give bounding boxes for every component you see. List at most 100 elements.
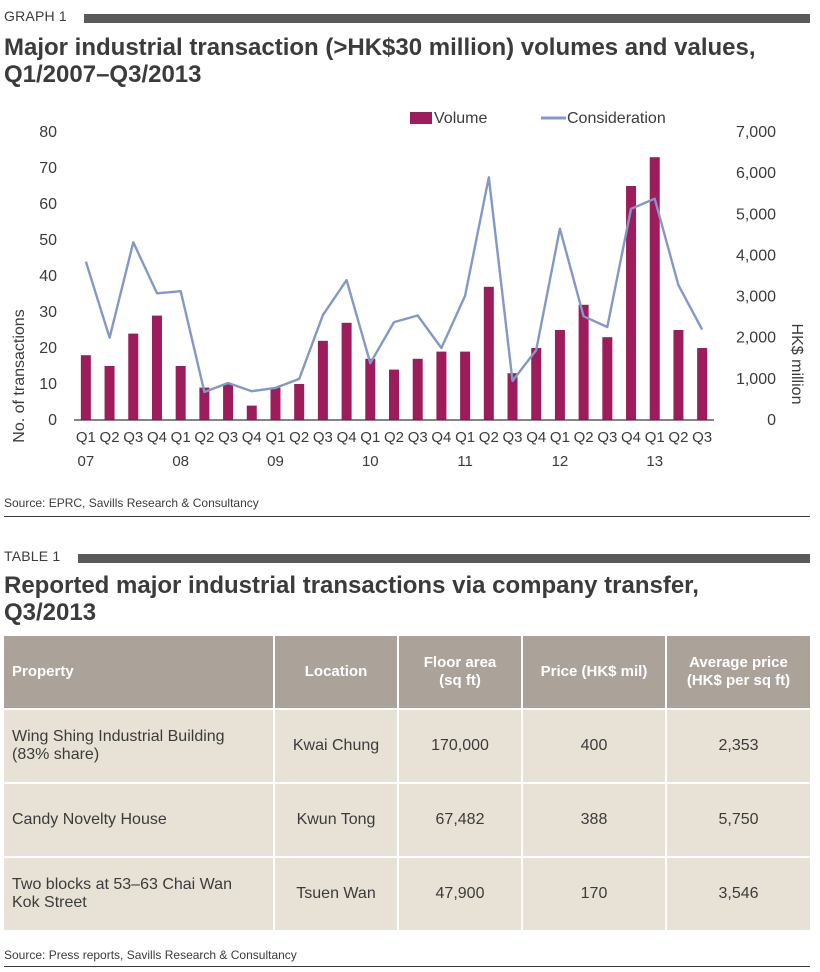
graph-bottom-rule [4, 516, 810, 517]
x-tick-label: Q1 [455, 429, 475, 446]
y-tick-label: 40 [39, 268, 57, 285]
volume-bar [673, 330, 684, 420]
x-tick-label: Q3 [408, 429, 428, 446]
cell-property: Two blocks at 53–63 Chai Wan Kok Street [4, 856, 275, 930]
x-tick-label: Q4 [242, 429, 262, 446]
header-floor-area: Floor area (sq ft) [398, 636, 523, 709]
property-line2: (83% share) [12, 746, 100, 763]
y2-tick-label: 3,000 [736, 289, 776, 306]
x-year-label: 12 [552, 453, 569, 470]
volume-bar [412, 358, 423, 420]
volume-bar [626, 186, 637, 420]
x-tick-label: Q2 [668, 429, 688, 446]
x-tick-label: Q1 [550, 429, 570, 446]
x-tick-label: Q1 [76, 429, 96, 446]
x-year-label: 13 [646, 453, 663, 470]
x-tick-label: Q1 [171, 429, 191, 446]
y2-axis-ticks: 0 1,000 2,000 3,000 4,000 5,000 6,000 7,000 [736, 124, 776, 429]
volume-bar [270, 387, 281, 420]
x-axis-quarter-labels: Q1 Q2 Q3 Q4 Q1 Q2 Q3 Q4 Q1 Q2 Q3 Q4 Q1 Q2 Q3 Q4 Q1 Q2 Q3 Q4… [76, 429, 712, 446]
property-line2: Kok Street [12, 894, 87, 911]
cell-location: Kwun Tong [274, 782, 399, 857]
x-tick-label: Q3 [218, 429, 238, 446]
header-floor-area-line1: Floor area [423, 654, 497, 671]
volume-bar [80, 355, 91, 420]
table-bottom-rule [4, 966, 810, 967]
volume-bar [341, 322, 352, 420]
volume-bar [602, 337, 613, 420]
x-year-label: 11 [457, 453, 473, 470]
x-tick-label: Q1 [645, 429, 665, 446]
graph-title-line1: Major industrial transaction (>HK$30 mil… [4, 34, 756, 61]
legend-consideration-label: Consideration [567, 110, 666, 127]
header-average-price-line1: Average price [689, 654, 788, 671]
y2-tick-label: 7,000 [736, 124, 776, 141]
table-title-line2: Q3/2013 [4, 599, 97, 626]
y2-tick-label: 5,000 [736, 206, 776, 223]
volume-bar [294, 384, 305, 420]
volume-bar [460, 351, 471, 420]
x-tick-label: Q4 [147, 429, 167, 446]
cell-location: Tsuen Wan [274, 856, 399, 930]
y2-tick-label: 6,000 [736, 165, 776, 182]
y-axis-ticks: 0 10 20 30 40 50 60 70 80 [39, 124, 57, 429]
cell-floor-area: 67,482 [398, 782, 523, 857]
cell-average-price: 2,353 [666, 708, 810, 783]
table-header-row: Property Location Floor area (sq ft) Pric… [4, 636, 810, 709]
y-axis-label: No. of transactions [11, 309, 28, 442]
x-tick-label: Q2 [100, 429, 120, 446]
graph-header-rule [84, 14, 810, 23]
y-tick-label: 60 [39, 196, 57, 213]
volume-bar [483, 286, 494, 420]
volume-bar [223, 384, 234, 420]
cell-floor-area: 47,900 [398, 856, 523, 930]
legend-volume-label: Volume [434, 110, 487, 127]
table-title: Reported major industrial transactions v… [4, 572, 699, 626]
cell-property: Wing Shing Industrial Building (83% share… [4, 708, 275, 783]
volume-bar [317, 340, 328, 420]
y-tick-label: 50 [39, 232, 57, 249]
x-year-label: 09 [267, 453, 284, 470]
volume-bar [128, 333, 139, 420]
y-tick-label: 0 [48, 412, 57, 429]
header-floor-area-line2: (sq ft) [439, 672, 481, 689]
x-tick-label: Q1 [265, 429, 285, 446]
table-title-line1: Reported major industrial transactions v… [4, 572, 699, 599]
graph-title-line2: Q1/2007–Q3/2013 [4, 61, 202, 88]
cell-location: Kwai Chung [274, 708, 399, 783]
header-location: Location [274, 636, 399, 709]
x-year-label: 08 [172, 453, 189, 470]
x-tick-label: Q4 [621, 429, 641, 446]
chart-legend: Volume Consideration [410, 110, 666, 127]
header-average-price-line2: (HK$ per sq ft) [686, 672, 791, 689]
y2-axis-label: HK$ million [788, 324, 805, 405]
volume-bar [175, 366, 186, 420]
y2-tick-label: 0 [767, 412, 776, 429]
x-tick-label: Q3 [123, 429, 143, 446]
y2-tick-label: 2,000 [736, 330, 776, 347]
volume-bar [554, 330, 565, 420]
volume-bar [697, 348, 708, 420]
y-tick-label: 10 [39, 376, 57, 393]
table-header-rule [78, 554, 810, 563]
volume-bar [104, 366, 115, 420]
consideration-line [84, 176, 704, 394]
y-tick-label: 70 [39, 160, 57, 177]
graph-label: GRAPH 1 [4, 8, 67, 24]
x-year-label: 10 [362, 453, 379, 470]
x-tick-label: Q3 [313, 429, 333, 446]
x-tick-label: Q3 [503, 429, 523, 446]
cell-price: 170 [522, 856, 667, 930]
x-year-label: 07 [78, 453, 95, 470]
x-tick-label: Q2 [479, 429, 499, 446]
x-tick-label: Q2 [289, 429, 309, 446]
volume-bar [199, 387, 210, 420]
volume-bar [436, 351, 447, 420]
y-tick-label: 20 [39, 340, 57, 357]
volume-bar [389, 369, 399, 420]
x-tick-label: Q2 [194, 429, 214, 446]
transactions-table: Property Location Floor area (sq ft) Pric… [4, 636, 810, 930]
table-row: Wing Shing Industrial Building (83% share… [4, 708, 810, 783]
volume-bars [80, 157, 708, 420]
legend-volume-swatch [410, 112, 432, 124]
